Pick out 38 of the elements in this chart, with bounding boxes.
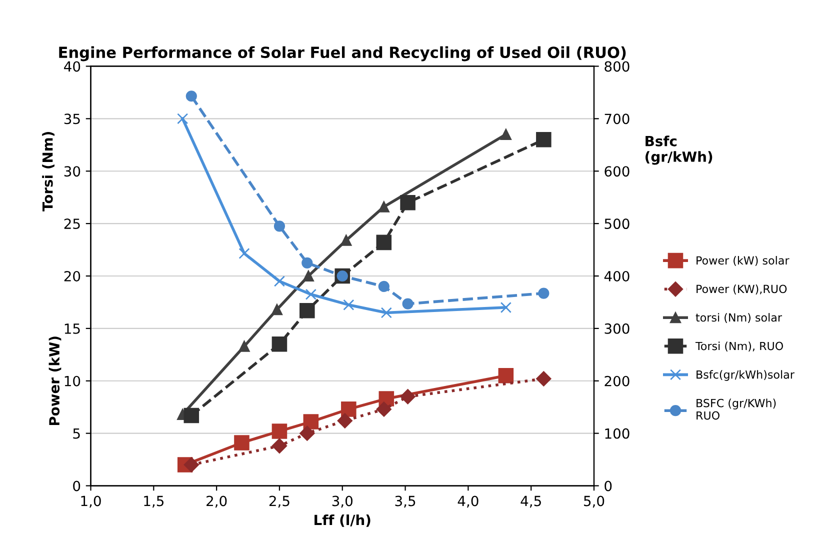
y-tick-label: 20 — [64, 270, 80, 282]
y2-tick-label: 100 — [605, 428, 630, 439]
y-tick-label: 30 — [64, 166, 80, 177]
x-tick-label: 3,0 — [332, 496, 352, 508]
y-tick-label: 15 — [64, 324, 80, 334]
legend-label: Bsfc(gr/kWh)solar — [696, 370, 794, 381]
y2-tick-label: 0 — [604, 480, 612, 492]
x-tick-label: 4,0 — [458, 496, 478, 508]
x-tick-label: 1,5 — [144, 496, 164, 508]
y-axis-title: Torsi (Nm) — [42, 132, 54, 212]
y-tick-label: 5 — [73, 428, 80, 439]
x-tick-label: 3,5 — [395, 496, 416, 508]
text: Power (kW) — [48, 336, 62, 426]
x-axis-title: Lff (l/h) — [314, 514, 370, 527]
x-tick-label: 1,0 — [81, 496, 101, 508]
y2-tick-label: 400 — [604, 270, 630, 282]
y2-tick-label: 800 — [604, 61, 630, 72]
legend-label: torsi (Nm) solar — [696, 313, 782, 323]
legend-label: Torsi (Nm), RUO — [695, 342, 784, 352]
y2-tick-label: 500 — [604, 218, 630, 230]
y-tick-label: 0 — [73, 480, 80, 492]
legend-label: Power (kW) solar — [696, 256, 790, 266]
x-tick-label: 4,5 — [520, 496, 541, 508]
y-tick-label: 35 — [64, 114, 80, 124]
legend-label: Power (KW),RUO — [696, 284, 787, 294]
y2-axis-title: Bsfc (gr/kWh) — [646, 136, 712, 165]
x-tick-label: 2,5 — [269, 496, 290, 508]
y2-tick-label: 300 — [604, 323, 630, 334]
x-tick-label: 2,0 — [206, 496, 227, 508]
y2-tick-label: 200 — [604, 376, 630, 386]
legend-label: BSFC (gr/KWh) RUO — [696, 398, 776, 420]
y2-tick-label: 700 — [604, 114, 630, 124]
y-tick-label: 40 — [64, 61, 80, 72]
x-tick-label: 5,0 — [584, 496, 604, 508]
y2-tick-label: 600 — [604, 166, 630, 177]
y-tick-label: 10 — [64, 376, 80, 386]
y-tick-label: 25 — [64, 218, 80, 230]
chart-title: Engine Performance of Solar Fuel and Recycling of Used Oil (RUO) — [59, 46, 626, 62]
